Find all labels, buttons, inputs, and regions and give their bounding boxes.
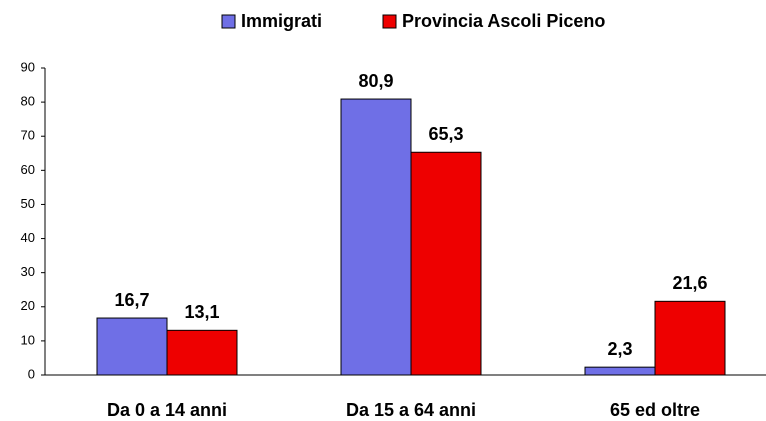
x-tick-label: Da 15 a 64 anni	[346, 400, 476, 420]
legend-swatch	[221, 14, 236, 29]
y-tick-label: 50	[21, 196, 35, 211]
bar	[340, 98, 412, 376]
value-label: 13,1	[184, 302, 219, 322]
y-tick-label: 40	[21, 230, 35, 245]
value-label: 80,9	[358, 71, 393, 91]
y-tick-label: 90	[21, 59, 35, 74]
y-tick-label: 80	[21, 94, 35, 109]
x-tick-label: 65 ed oltre	[610, 400, 700, 420]
bar	[96, 317, 168, 376]
legend-swatch	[382, 14, 397, 29]
legend-label: Provincia Ascoli Piceno	[402, 11, 605, 31]
bar	[584, 366, 656, 376]
bar	[654, 300, 726, 376]
legend-label: Immigrati	[241, 11, 322, 31]
y-tick-label: 70	[21, 128, 35, 143]
y-tick-label: 10	[21, 332, 35, 347]
y-tick-label: 0	[28, 366, 35, 381]
y-tick-label: 20	[21, 298, 35, 313]
value-label: 21,6	[672, 273, 707, 293]
value-label: 16,7	[114, 290, 149, 310]
value-label: 2,3	[607, 339, 632, 359]
bar	[166, 329, 238, 376]
y-tick-label: 60	[21, 162, 35, 177]
x-tick-label: Da 0 a 14 anni	[107, 400, 227, 420]
y-tick-label: 30	[21, 264, 35, 279]
value-label: 65,3	[428, 124, 463, 144]
bar	[410, 151, 482, 376]
